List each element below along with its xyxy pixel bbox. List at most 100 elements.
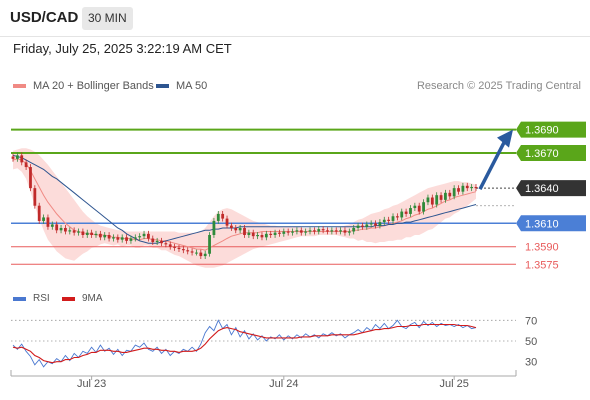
candle-body: [291, 231, 294, 233]
bollinger-bands: [13, 148, 476, 268]
credit-text: Research © 2025 Trading Central: [416, 80, 581, 92]
candle-body: [278, 232, 281, 234]
rsi-panel: 70 50 30: [11, 315, 537, 369]
candle-body: [181, 249, 185, 251]
candle-body: [15, 155, 19, 159]
candlesticks: [11, 152, 478, 260]
legend-label-rsi: RSI: [33, 293, 50, 304]
candle-body: [391, 216, 395, 221]
candle-body: [312, 230, 316, 232]
legend-rsi: RSI: [13, 293, 50, 304]
candle-body: [326, 230, 329, 232]
rsi-ma9-line: [12, 323, 477, 364]
candle-body: [20, 155, 24, 163]
candle-body: [238, 227, 242, 231]
candle-body: [260, 235, 264, 238]
candle-body: [59, 227, 63, 231]
symbol-title: USD/CAD: [10, 9, 79, 26]
candle-body: [94, 233, 98, 235]
candle-body: [361, 225, 364, 227]
x-axis: Jul 23 Jul 24 Jul 25: [10, 370, 517, 390]
candle-body: [225, 218, 229, 226]
candle-body: [168, 244, 172, 247]
interval-selector[interactable]: 30 MIN: [82, 7, 133, 30]
candle-body: [435, 195, 439, 205]
candle-body: [409, 208, 412, 214]
candle-body: [334, 230, 338, 232]
candle-body: [352, 227, 356, 232]
candle-body: [387, 219, 391, 221]
level-tag-0: [516, 121, 586, 138]
candle-body: [430, 197, 434, 205]
chart-header: USD/CAD 30 MIN: [0, 0, 590, 37]
legend-label-ma20: MA 20 + Bollinger Bands: [33, 80, 154, 92]
candle-body: [151, 238, 155, 243]
legend-swatch-9ma: [62, 296, 75, 301]
candle-body: [343, 230, 347, 233]
candle-body: [64, 227, 67, 232]
candle-body: [116, 237, 120, 240]
candle-body: [304, 231, 308, 233]
arrow-head: [497, 129, 513, 148]
legend-label-9ma: 9MA: [82, 293, 103, 304]
candle-body: [452, 188, 456, 197]
price-levels: [11, 128, 516, 265]
candle-body: [282, 231, 286, 234]
candle-body: [46, 217, 50, 227]
rsi-tick-label: 30: [525, 357, 537, 369]
level-tag-2: [516, 180, 586, 197]
bollinger-band-fill: [13, 148, 476, 268]
candle-body: [234, 227, 238, 231]
candle-body: [374, 223, 377, 226]
candle-body: [24, 162, 28, 168]
candle-body: [426, 197, 430, 203]
candle-body: [199, 252, 203, 257]
candle-body: [465, 185, 469, 189]
candle-body: [112, 237, 115, 239]
candle-body: [400, 211, 404, 218]
candle-body: [339, 230, 342, 232]
candle-body: [186, 250, 190, 252]
candle-body: [81, 231, 85, 235]
candle-body: [29, 167, 32, 189]
candle-body: [203, 253, 207, 257]
candle-body: [68, 230, 72, 232]
candle-body: [395, 216, 399, 218]
candle-body: [308, 230, 312, 232]
candle-body: [229, 225, 233, 228]
x-tick-label: Jul 23: [77, 378, 106, 390]
candle-body: [120, 237, 124, 240]
candle-body: [77, 231, 80, 233]
candle-body: [439, 195, 443, 200]
legend-label-ma50: MA 50: [176, 80, 208, 92]
rsi-tick-label: 70: [525, 315, 537, 327]
candle-body: [264, 233, 268, 238]
candle-body: [317, 229, 321, 232]
candle-body: [125, 237, 128, 241]
level-label-2: 1.3640: [525, 183, 559, 195]
legend-swatch-rsi: [13, 296, 26, 301]
level-tag-3: [516, 215, 586, 232]
timestamp: Friday, July 25, 2025 3:22:19 AM CET: [13, 41, 232, 56]
rsi-tick-label: 50: [525, 336, 537, 348]
candle-body: [37, 205, 41, 221]
candle-body: [417, 205, 421, 212]
candle-body: [129, 238, 133, 241]
candle-body: [457, 188, 460, 192]
level-label-0: 1.3690: [525, 125, 559, 137]
legend-swatch-ma50: [156, 84, 169, 88]
candle-body: [369, 223, 373, 225]
candle-body: [273, 232, 277, 235]
candle-body: [243, 227, 246, 235]
candle-body: [330, 230, 334, 232]
candle-body: [160, 240, 163, 244]
candle-body: [103, 235, 107, 238]
forecast-arrow: [478, 129, 513, 190]
x-tick-label: Jul 24: [269, 378, 298, 390]
candle-body: [85, 232, 89, 235]
candle-body: [422, 202, 425, 212]
candle-body: [378, 222, 382, 226]
x-tick-label: Jul 25: [439, 378, 468, 390]
candle-body: [286, 231, 290, 233]
